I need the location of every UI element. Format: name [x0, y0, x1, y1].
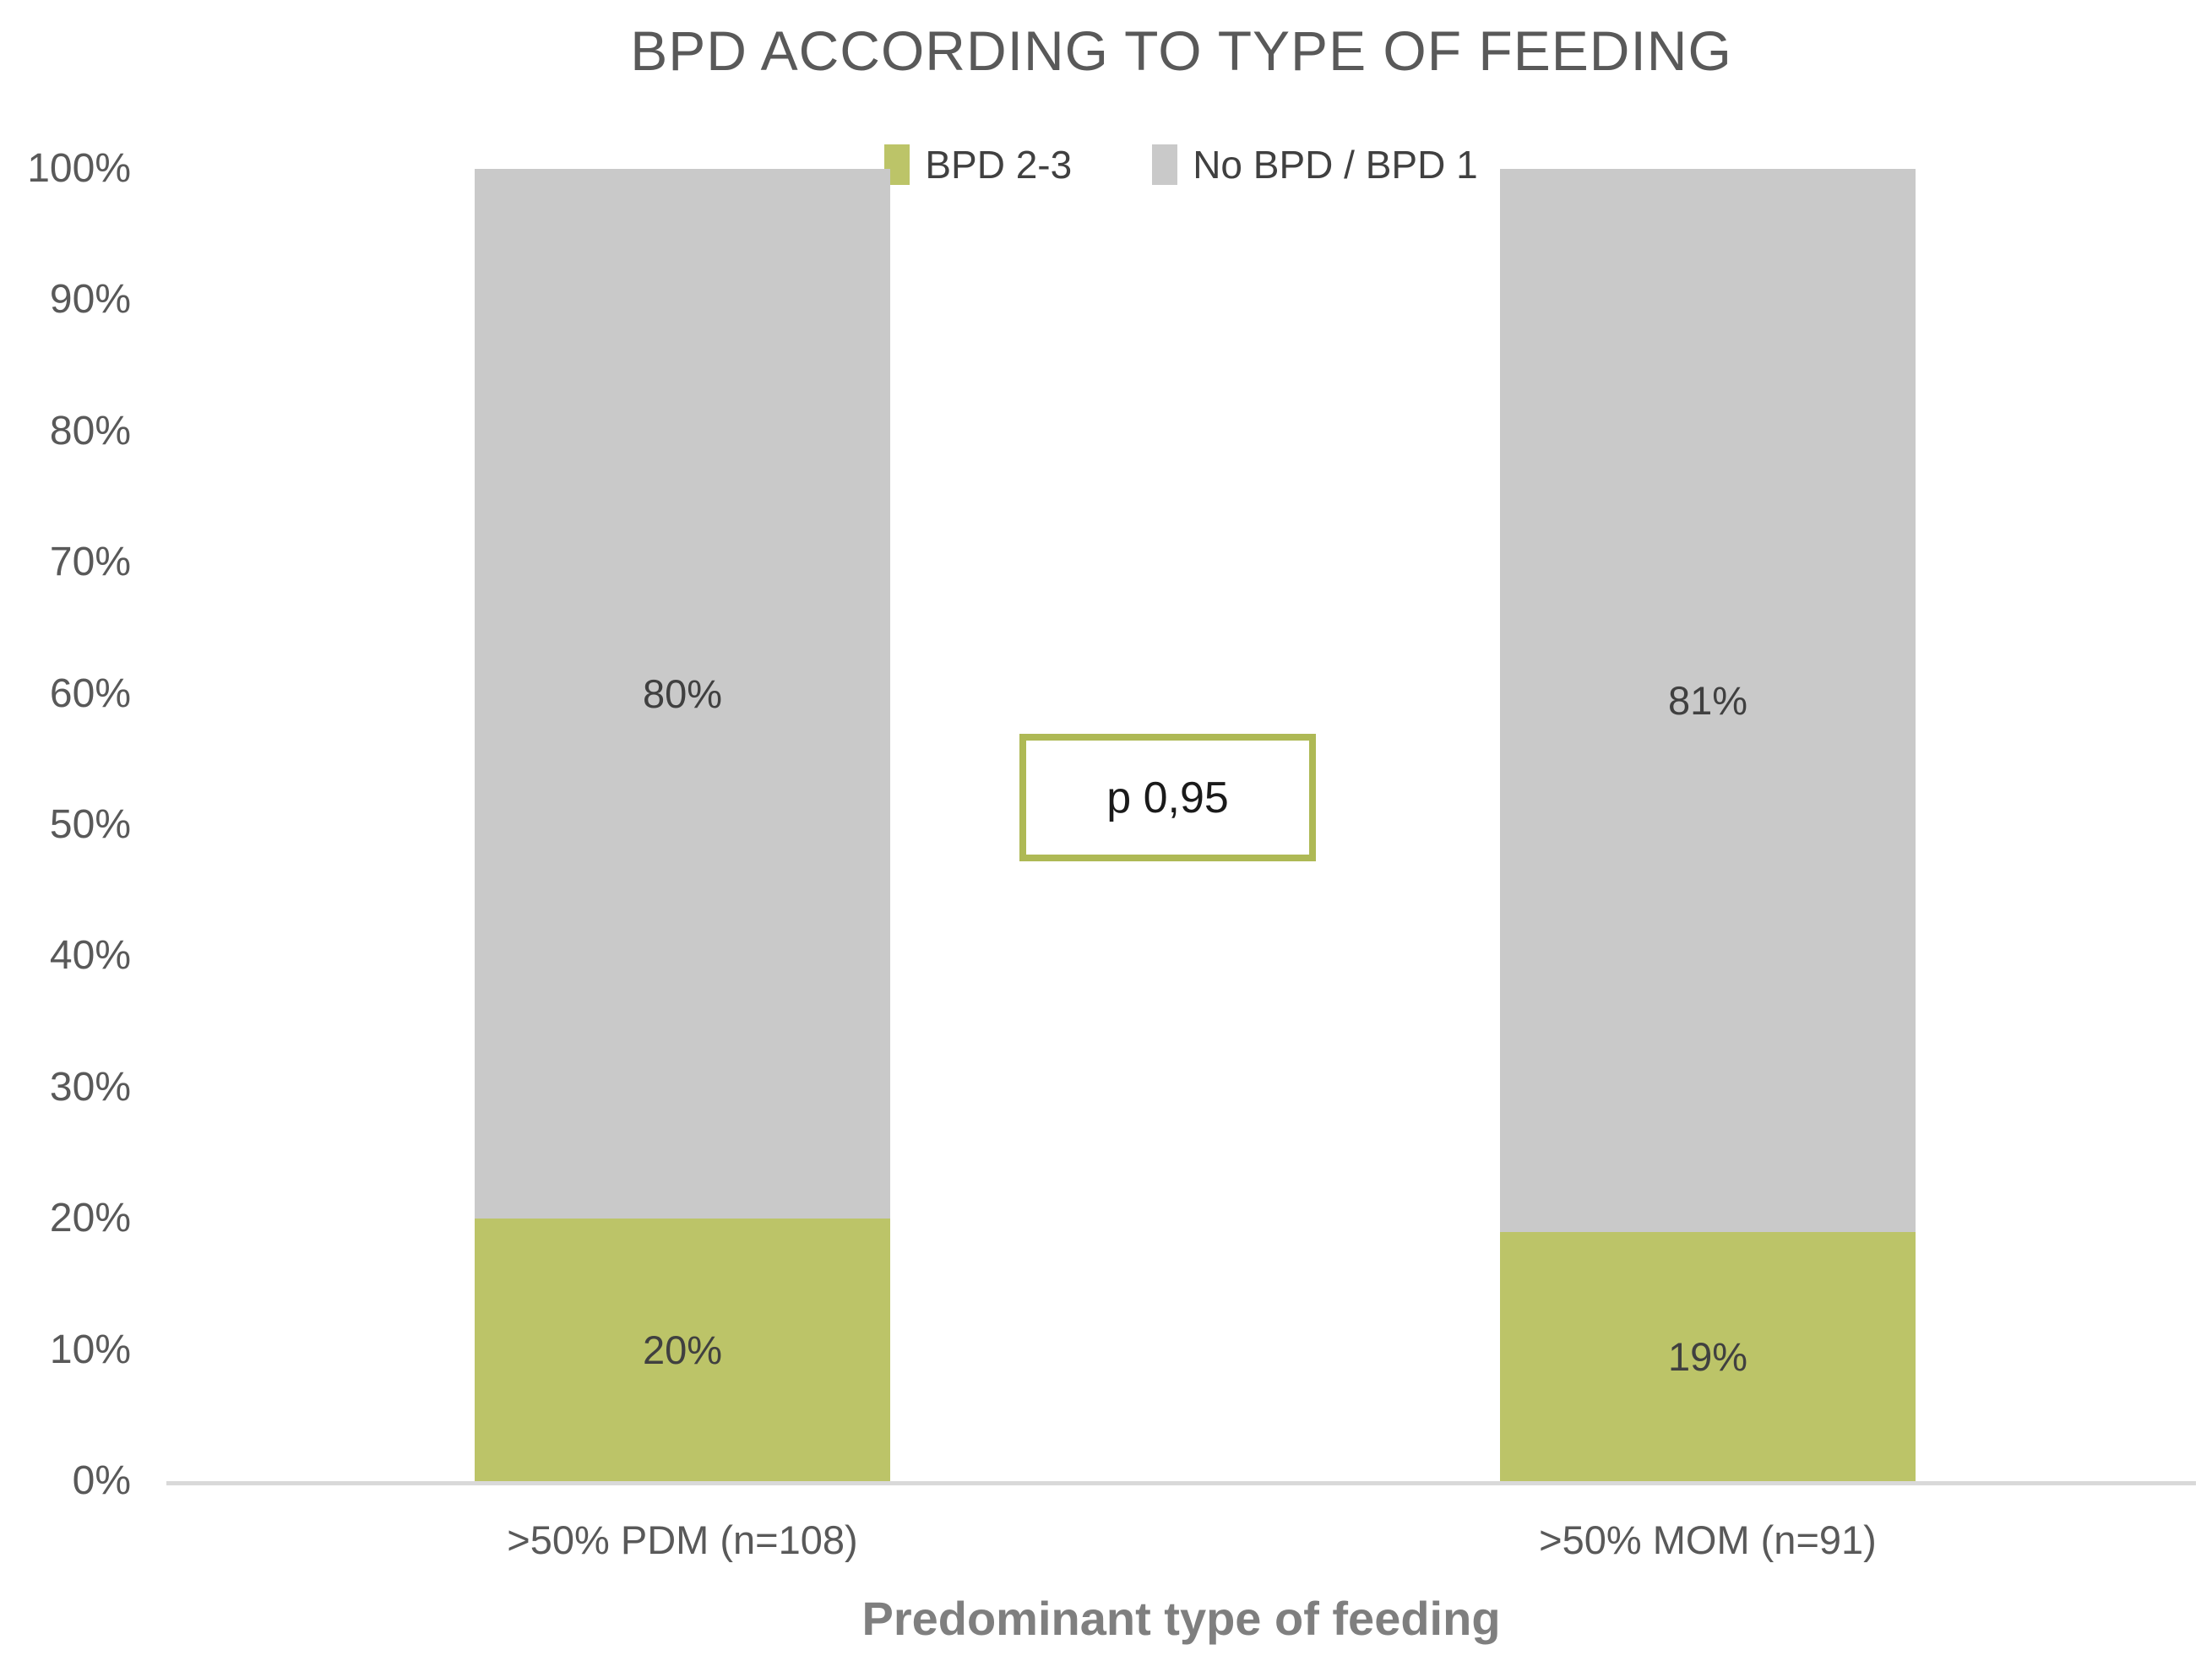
- x-axis-category-label: >50% PDM (n=108): [507, 1517, 858, 1562]
- x-axis-line: [166, 1481, 2196, 1485]
- bar-data-label: 80%: [642, 671, 723, 717]
- legend-swatch-icon: [1152, 144, 1178, 185]
- p-value-annotation-box: p 0,95: [1019, 734, 1316, 861]
- bar-data-label: 20%: [642, 1327, 723, 1373]
- legend-label: No BPD / BPD 1: [1193, 143, 1478, 187]
- bar-segment-no-bpd-bpd-1: 80%: [475, 169, 890, 1219]
- y-axis-tick-label: 40%: [49, 933, 131, 979]
- bar-data-label: 81%: [1667, 677, 1748, 723]
- y-axis-tick-label: 80%: [49, 408, 131, 453]
- x-axis-title: Predominant type of feeding: [861, 1592, 1501, 1645]
- y-axis-tick-label: 30%: [49, 1064, 131, 1110]
- legend-item-no-bpd: No BPD / BPD 1: [1152, 142, 1478, 187]
- legend-label: BPD 2-3: [925, 143, 1073, 187]
- bar-segment-no-bpd-bpd-1: 81%: [1500, 169, 1916, 1232]
- y-axis-tick-label: 60%: [49, 670, 131, 716]
- y-axis-tick-label: 70%: [49, 540, 131, 585]
- chart-title: BPD ACCORDING TO TYPE OF FEEDING: [630, 19, 1732, 82]
- y-axis-tick-label: 0%: [72, 1458, 131, 1503]
- x-axis-category-label: >50% MOM (n=91): [1539, 1517, 1877, 1562]
- bar-segment-bpd-2-3: 19%: [1500, 1231, 1916, 1481]
- legend: BPD 2-3 No BPD / BPD 1: [166, 142, 2196, 187]
- p-value-text: p 0,95: [1106, 773, 1229, 822]
- y-axis-tick-label: 20%: [49, 1196, 131, 1241]
- bar-data-label: 19%: [1667, 1333, 1748, 1379]
- y-axis-tick-label: 100%: [27, 146, 131, 191]
- legend-item-bpd-2-3: BPD 2-3: [884, 142, 1072, 187]
- bar-segment-bpd-2-3: 20%: [475, 1219, 890, 1481]
- y-axis-tick-label: 10%: [49, 1327, 131, 1372]
- y-axis-tick-label: 50%: [49, 802, 131, 847]
- y-axis-tick-label: 90%: [49, 277, 131, 323]
